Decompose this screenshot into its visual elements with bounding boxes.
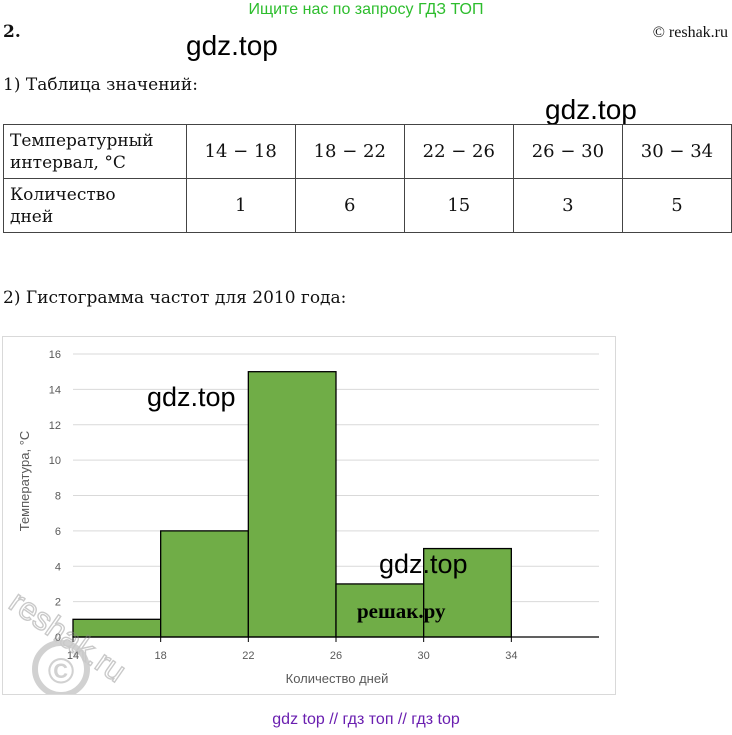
table-row-header: Температурный интервал, °С — [3, 124, 187, 179]
value-table: Температурный интервал, °С 14 − 18 18 − … — [3, 124, 732, 233]
watermark-reshak-ru: решак.ру — [357, 599, 446, 623]
y-tick-label: 4 — [55, 561, 61, 573]
histogram-svg: 0 2 4 6 8 10 12 14 16 14 18 22 26 30 34 Количество дне… — [3, 349, 599, 694]
watermark-gdz-2: gdz.top — [545, 94, 637, 125]
table-cell: 6 — [294, 178, 405, 233]
row-header-line: Температурный — [10, 130, 154, 151]
table-cell: 30 − 34 — [621, 124, 732, 179]
table-cell: 15 — [403, 178, 514, 233]
table-cell: 14 − 18 — [185, 124, 296, 179]
y-axis-title: Температура, °С — [17, 431, 32, 532]
seal-ring — [32, 640, 90, 694]
histogram-bar — [423, 547, 512, 638]
watermark-seal: © reshak.ru — [3, 583, 134, 694]
table-row-intervals: Температурный интервал, °С 14 − 18 18 − … — [3, 124, 732, 179]
axis-layer: 0 2 4 6 8 10 12 14 16 14 18 22 26 30 34 — [49, 349, 599, 662]
table-cell: 3 — [512, 178, 623, 233]
row-header-line: дней — [10, 206, 54, 227]
y-tick-label: 14 — [49, 384, 61, 396]
y-tick-label: 2 — [55, 597, 61, 609]
copyright-label: © reshak.ru — [652, 24, 728, 41]
x-tick-label: 14 — [67, 650, 79, 662]
table-cell: 5 — [621, 178, 732, 233]
histogram-bar — [247, 371, 337, 638]
footer-links: gdz top // гдз топ // гдз top — [272, 711, 460, 728]
seal-copyright-icon: © — [48, 650, 75, 691]
table-row-counts: Количество дней 1 6 15 3 5 — [3, 178, 732, 233]
y-tick-label: 0 — [55, 632, 61, 644]
table-cell: 18 − 22 — [294, 124, 405, 179]
row-header-line: интервал, °С — [10, 152, 126, 173]
x-tick-label: 30 — [418, 650, 430, 662]
table-cell: 1 — [185, 178, 296, 233]
section-1-title: 1) Таблица значений: — [3, 75, 198, 95]
watermark-gdz-1: gdz.top — [186, 30, 278, 61]
x-tick-label: 26 — [330, 650, 342, 662]
histogram-bar — [335, 583, 425, 638]
y-tick-label: 12 — [49, 420, 61, 432]
table-row-header: Количество дней — [3, 178, 187, 233]
x-tick-label: 18 — [155, 650, 167, 662]
x-tick-label: 34 — [505, 650, 517, 662]
table-cell: 26 − 30 — [512, 124, 623, 179]
section-2-title: 2) Гистограмма частот для 2010 года: — [3, 288, 347, 308]
histogram-bar — [160, 530, 249, 638]
y-tick-label: 6 — [55, 526, 61, 538]
y-tick-label: 16 — [49, 349, 61, 361]
y-tick-label: 8 — [55, 491, 61, 503]
top-banner: Ищите нас по запросу ГДЗ ТОП — [248, 1, 484, 18]
x-axis-title: Количество дней — [286, 671, 389, 686]
watermark-gdz-chart-2: gdz.top — [379, 549, 468, 579]
x-tick-label: 22 — [242, 650, 254, 662]
y-tick-label: 10 — [49, 455, 61, 467]
watermark-gdz-chart-1: gdz.top — [147, 382, 236, 412]
table-cell: 22 − 26 — [403, 124, 514, 179]
bar-layer — [72, 371, 512, 638]
row-header-line: Количество — [10, 184, 116, 205]
problem-number: 2. — [3, 22, 21, 42]
histogram-chart: 0 2 4 6 8 10 12 14 16 14 18 22 26 30 34 Количество дне… — [2, 336, 616, 695]
